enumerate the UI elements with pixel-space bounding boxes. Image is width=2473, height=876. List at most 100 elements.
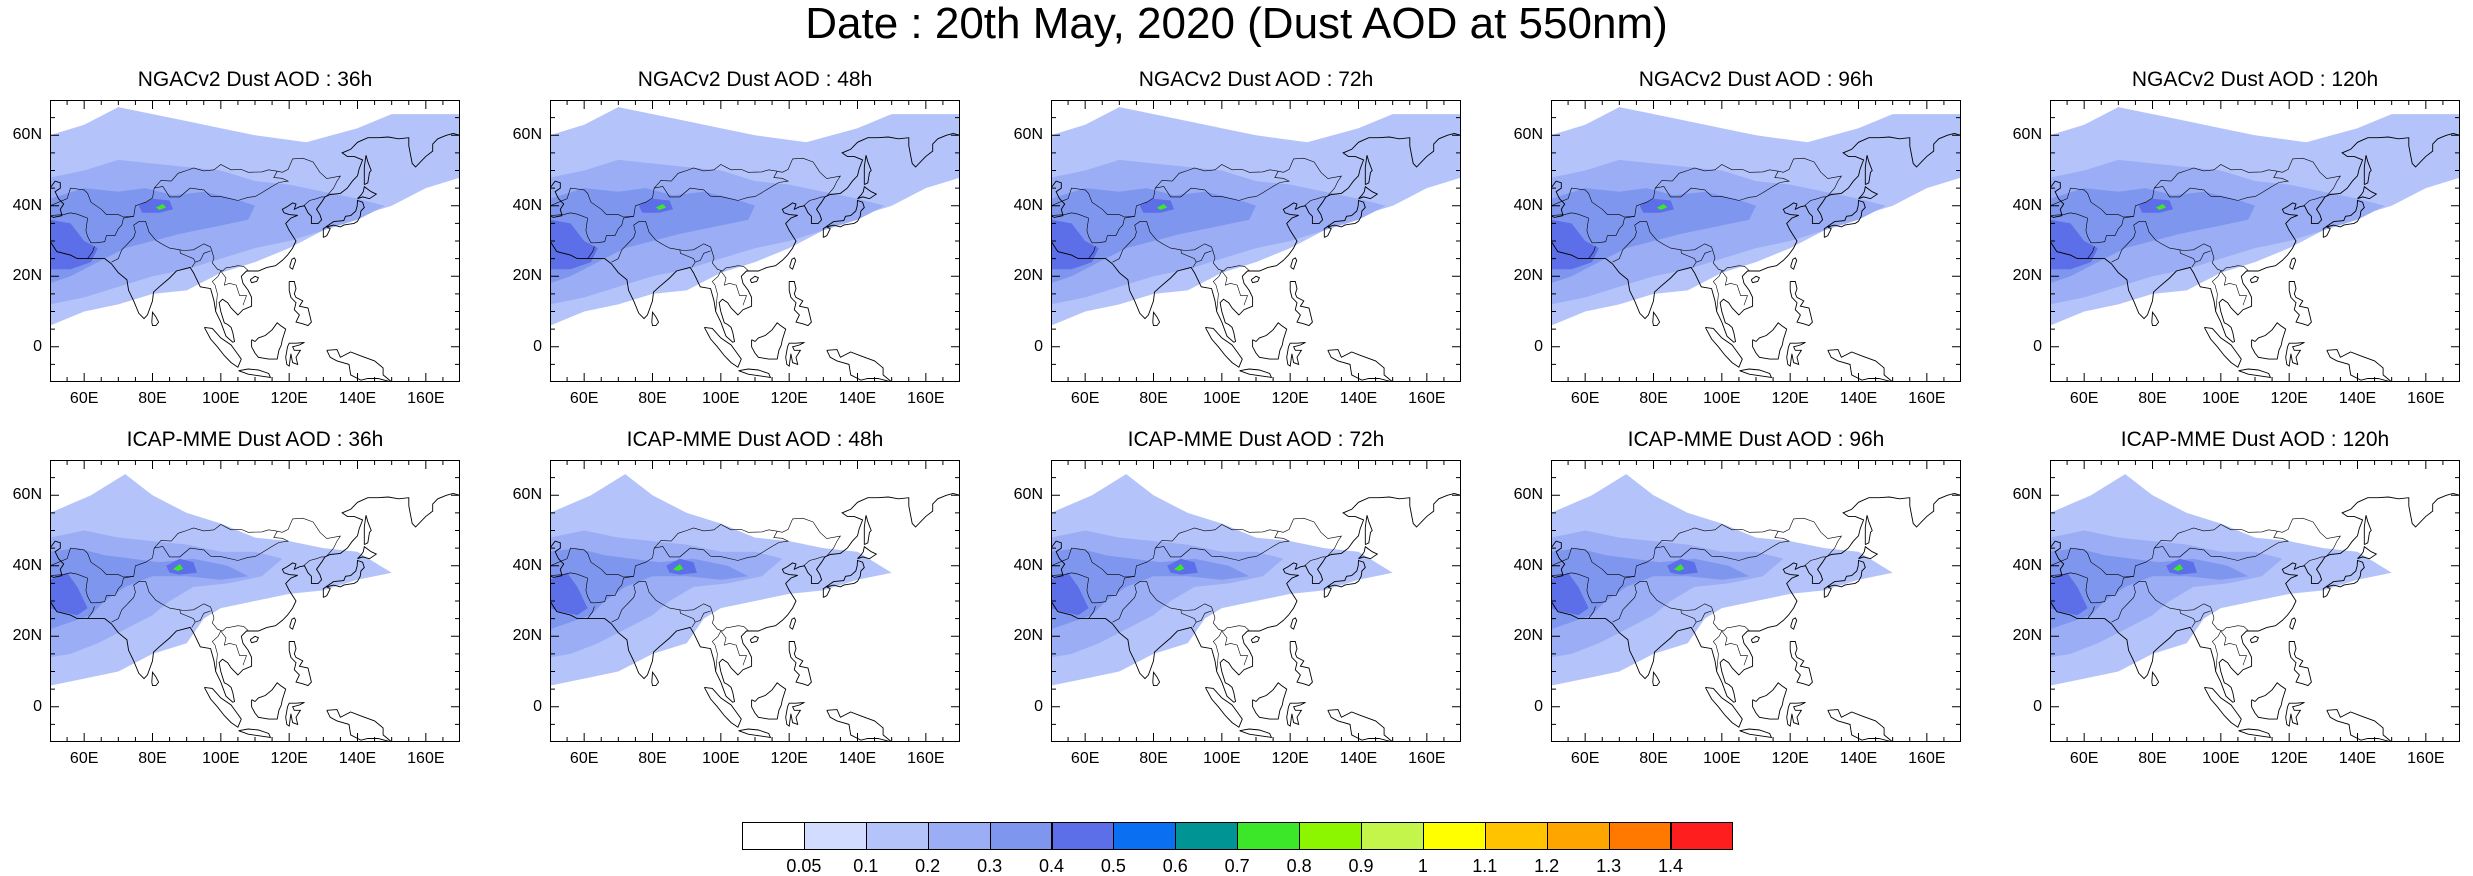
country-border xyxy=(550,572,588,579)
country-border xyxy=(2211,270,2222,312)
coastline xyxy=(204,686,242,728)
country-border xyxy=(803,196,825,207)
coastline xyxy=(1205,326,1243,368)
country-border xyxy=(2179,249,2196,268)
lon-tick-label: 60E xyxy=(1070,390,1100,407)
lat-tick-label: 40N xyxy=(2012,196,2042,214)
coastline xyxy=(788,641,812,687)
country-border xyxy=(1551,517,1843,578)
country-border xyxy=(550,212,588,219)
country-border xyxy=(2154,171,2290,201)
lon-tick-label: 100E xyxy=(202,390,240,407)
coastline xyxy=(751,682,787,720)
coastline xyxy=(2357,545,2378,560)
lat-tick-label: 20N xyxy=(1513,267,1543,285)
dust-aod-map xyxy=(50,100,460,382)
panel-title: NGACv2 Dust AOD : 96h xyxy=(1638,68,1874,91)
dust-aod-map xyxy=(1551,460,1961,742)
dust-aod-contour xyxy=(2050,219,2098,270)
lat-tick-label: 0 xyxy=(1534,337,1543,355)
colorbar-label: 0.2 xyxy=(915,856,941,876)
dust-aod-contour xyxy=(1156,204,1168,210)
coastline xyxy=(50,180,65,218)
country-border xyxy=(803,556,825,567)
lat-tick-label: 20N xyxy=(2012,627,2042,645)
country-border xyxy=(1612,581,1750,632)
dust-aod-contour xyxy=(1139,198,1174,213)
map-panel: NGACv2 Dust AOD : 72h 60N 40N 20N 0 60E 80E 100… xyxy=(1003,68,1473,416)
coastline xyxy=(1250,635,1261,644)
country-border xyxy=(87,246,95,259)
country-border xyxy=(195,610,211,623)
colorbar-label: 1.1 xyxy=(1472,856,1498,876)
coastline xyxy=(2238,368,2272,378)
coastline xyxy=(863,155,872,186)
country-border xyxy=(585,216,634,244)
colorbar-label: 0.7 xyxy=(1224,856,1250,876)
dust-aod-map xyxy=(1051,100,1461,382)
country-border xyxy=(711,630,722,672)
country-border xyxy=(1196,250,1212,263)
dust-aod-contour xyxy=(2155,204,2167,210)
country-border xyxy=(220,270,247,306)
lat-tick-label: 60N xyxy=(1013,126,1043,144)
lon-tick-label: 60E xyxy=(69,390,99,407)
coastline xyxy=(289,257,297,270)
dust-aod-contour xyxy=(2050,572,2088,616)
country-border xyxy=(1721,630,1748,666)
coastline xyxy=(151,670,160,687)
country-border xyxy=(1588,606,1596,619)
lon-tick-label: 140E xyxy=(1339,750,1378,767)
lon-tick-label: 60E xyxy=(69,750,99,767)
coastline xyxy=(285,702,305,727)
colorbar-label: 1.2 xyxy=(1534,856,1560,876)
lon-tick-label: 120E xyxy=(1271,750,1309,767)
colorbar-swatch xyxy=(1608,822,1672,850)
colorbar-swatch xyxy=(1299,822,1362,850)
country-border xyxy=(611,221,749,272)
country-border xyxy=(50,157,342,218)
coastline xyxy=(2249,275,2260,284)
map-canvas xyxy=(1551,460,1961,742)
dust-aod-contour xyxy=(1551,188,1756,284)
dust-aod-contour xyxy=(173,564,184,571)
lon-tick-label: 60E xyxy=(569,750,599,767)
colorbar-label: 0.9 xyxy=(1348,856,1374,876)
lat-tick-label: 20N xyxy=(12,627,42,645)
panel-title: NGACv2 Dust AOD : 72h xyxy=(1138,68,1374,91)
lon-tick-label: 60E xyxy=(1070,750,1100,767)
country-border xyxy=(679,249,696,268)
colorbar-swatch xyxy=(1051,822,1115,850)
country-border xyxy=(654,531,790,561)
colorbar-label: 0.05 xyxy=(786,856,822,876)
lat-tick-label: 20N xyxy=(1013,267,1043,285)
colorbar-label: 0.1 xyxy=(853,856,879,876)
map-panel: ICAP-MME Dust AOD : 120h 60N 40N 20N 0 60E 80E… xyxy=(2002,428,2472,776)
lon-tick-label: 80E xyxy=(1139,390,1168,407)
lon-tick-label: 140E xyxy=(338,390,377,407)
coastline xyxy=(2357,185,2378,200)
coastline xyxy=(1752,682,1788,720)
coastline xyxy=(288,281,312,327)
country-border xyxy=(585,576,634,604)
lat-tick-label: 60N xyxy=(1513,486,1543,504)
lon-tick-label: 60E xyxy=(1570,750,1600,767)
country-border xyxy=(1086,216,1135,244)
coastline xyxy=(2322,559,2365,598)
coastline xyxy=(789,617,797,630)
coastline xyxy=(1551,540,1566,578)
dust-aod-contour xyxy=(655,204,667,210)
lat-tick-label: 40N xyxy=(1513,556,1543,574)
dust-aod-contour xyxy=(550,572,588,616)
lat-tick-label: 40N xyxy=(12,556,42,574)
coastline xyxy=(1323,199,1366,238)
colorbar-swatch xyxy=(1113,822,1177,850)
country-border xyxy=(2050,517,2342,578)
country-border xyxy=(1680,249,1697,268)
coastline xyxy=(363,515,372,546)
lon-tick-label: 120E xyxy=(2270,390,2308,407)
lon-tick-label: 100E xyxy=(2202,390,2240,407)
map-panel: ICAP-MME Dust AOD : 48h 60N 40N 20N 0 60E 80E 1… xyxy=(502,428,972,776)
lat-tick-label: 60N xyxy=(12,486,42,504)
lon-tick-label: 120E xyxy=(1271,390,1309,407)
